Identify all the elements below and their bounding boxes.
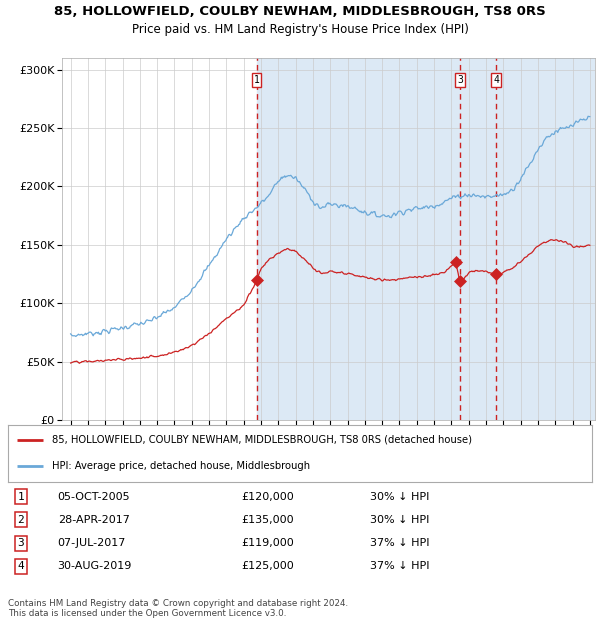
Text: 3: 3 (17, 538, 24, 548)
Text: This data is licensed under the Open Government Licence v3.0.: This data is licensed under the Open Gov… (8, 609, 286, 618)
Text: 85, HOLLOWFIELD, COULBY NEWHAM, MIDDLESBROUGH, TS8 0RS: 85, HOLLOWFIELD, COULBY NEWHAM, MIDDLESB… (54, 5, 546, 18)
Text: £135,000: £135,000 (242, 515, 294, 525)
Text: £120,000: £120,000 (242, 492, 295, 502)
Text: 85, HOLLOWFIELD, COULBY NEWHAM, MIDDLESBROUGH, TS8 0RS (detached house): 85, HOLLOWFIELD, COULBY NEWHAM, MIDDLESB… (52, 435, 472, 445)
Text: 30% ↓ HPI: 30% ↓ HPI (370, 515, 430, 525)
Text: Contains HM Land Registry data © Crown copyright and database right 2024.: Contains HM Land Registry data © Crown c… (8, 599, 348, 608)
Text: £119,000: £119,000 (242, 538, 295, 548)
Text: Price paid vs. HM Land Registry's House Price Index (HPI): Price paid vs. HM Land Registry's House … (131, 23, 469, 36)
Text: HPI: Average price, detached house, Middlesbrough: HPI: Average price, detached house, Midd… (52, 461, 310, 471)
Text: 30% ↓ HPI: 30% ↓ HPI (370, 492, 430, 502)
Text: 30-AUG-2019: 30-AUG-2019 (58, 561, 132, 572)
Text: 37% ↓ HPI: 37% ↓ HPI (370, 561, 430, 572)
Text: 4: 4 (493, 75, 499, 85)
Text: 3: 3 (457, 75, 463, 85)
Text: 28-APR-2017: 28-APR-2017 (58, 515, 130, 525)
Bar (257, 58, 600, 420)
Text: 37% ↓ HPI: 37% ↓ HPI (370, 538, 430, 548)
Text: 4: 4 (17, 561, 24, 572)
Text: 05-OCT-2005: 05-OCT-2005 (58, 492, 130, 502)
Text: 1: 1 (254, 75, 260, 85)
Text: 1: 1 (17, 492, 24, 502)
Text: 2: 2 (17, 515, 24, 525)
Text: £125,000: £125,000 (242, 561, 295, 572)
Text: 07-JUL-2017: 07-JUL-2017 (58, 538, 126, 548)
